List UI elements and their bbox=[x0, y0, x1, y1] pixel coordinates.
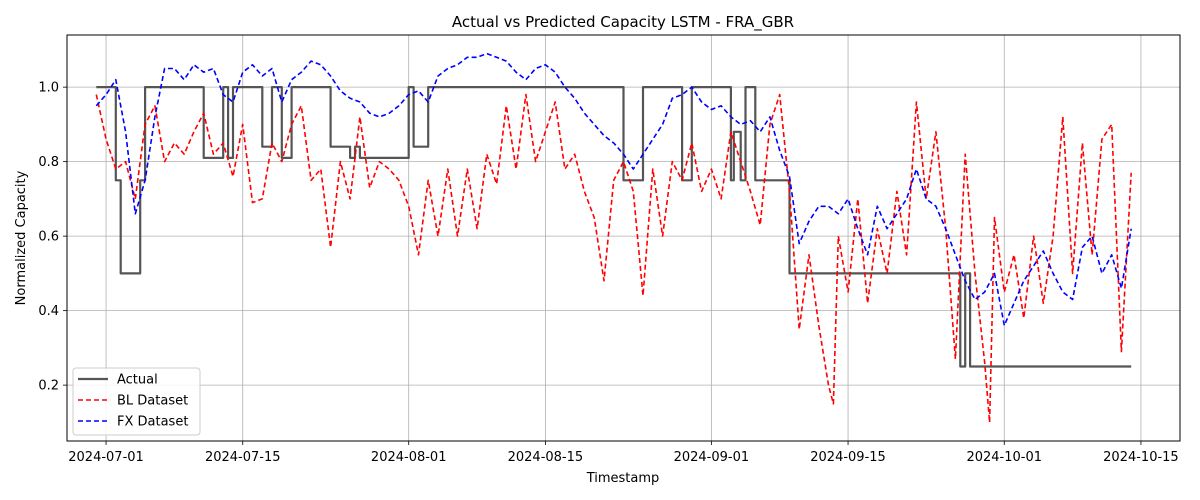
x-tick-label: 2024-10-15 bbox=[1103, 450, 1179, 465]
x-axis-title: Timestamp bbox=[586, 471, 660, 486]
series-line-bl-dataset bbox=[95, 93, 1132, 424]
y-tick-label: 0.4 bbox=[38, 304, 59, 319]
y-tick-label: 1.0 bbox=[38, 81, 59, 96]
series-line-actual bbox=[96, 86, 1132, 368]
y-tick-label: 0.2 bbox=[38, 379, 59, 394]
chart-title: Actual vs Predicted Capacity LSTM - FRA_… bbox=[452, 13, 794, 32]
series-lines bbox=[95, 52, 1132, 424]
x-tick-label: 2024-07-15 bbox=[205, 450, 281, 465]
x-tick-label: 2024-07-01 bbox=[68, 450, 144, 465]
y-tick-label: 0.6 bbox=[38, 230, 59, 245]
x-axis-ticks: 2024-07-01 2024-07-15 2024-08-01 2024-08-15… bbox=[68, 441, 1179, 465]
x-tick-label: 2024-10-01 bbox=[966, 450, 1042, 465]
legend: Actual BL Dataset FX Dataset bbox=[72, 367, 201, 436]
legend-label: FX Dataset bbox=[117, 415, 188, 430]
plot-frame bbox=[66, 34, 1181, 442]
x-tick-label: 2024-08-15 bbox=[508, 450, 584, 465]
x-tick-label: 2024-09-01 bbox=[674, 450, 750, 465]
y-axis-ticks: 0.2 0.4 0.6 0.8 1.0 bbox=[38, 81, 67, 394]
legend-label: Actual bbox=[117, 373, 158, 388]
x-tick-label: 2024-09-15 bbox=[810, 450, 886, 465]
y-tick-label: 0.8 bbox=[38, 155, 59, 170]
y-axis-title: Normalized Capacity bbox=[14, 170, 29, 305]
legend-box bbox=[72, 367, 201, 436]
series-line-fx-dataset bbox=[95, 52, 1132, 327]
x-tick-label: 2024-08-01 bbox=[371, 450, 447, 465]
legend-label: BL Dataset bbox=[117, 394, 188, 409]
